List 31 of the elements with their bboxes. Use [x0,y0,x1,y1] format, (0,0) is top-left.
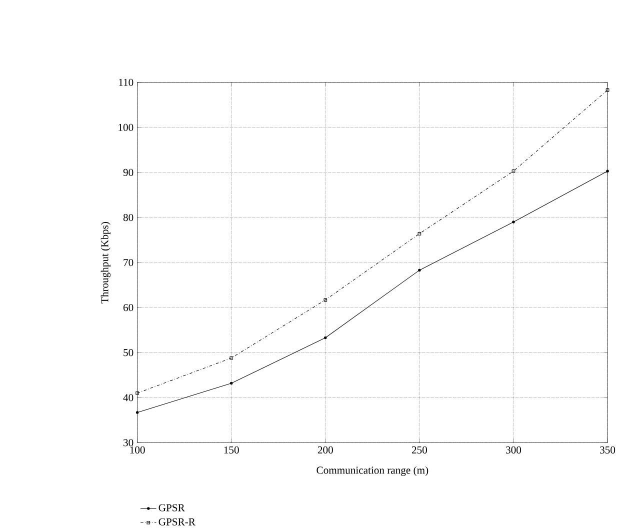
y-tick-label: 110 [119,79,134,86]
point [512,220,515,224]
x-tick-label: 350 [600,446,616,454]
point [136,392,139,395]
x-tick-label: 250 [412,446,427,454]
point [230,382,233,385]
point [606,88,610,92]
point [418,232,422,236]
point [324,336,327,340]
legend-label: GPSR [158,504,185,512]
y-tick-label: 90 [123,169,134,176]
point [606,170,609,173]
y-tick-label: 60 [123,304,134,312]
y-tick-label: 30 [124,439,134,446]
x-tick-label: 200 [318,446,333,454]
y-tick-label: 100 [118,124,134,132]
y-tick-label: 80 [123,214,134,222]
x-axis-title: Communication range (m) [316,466,428,476]
y-tick-label: 40 [123,394,134,402]
y-axis-title: Throughput (Kbps) [100,222,110,304]
point [512,170,516,173]
x-tick-label: 150 [224,446,239,454]
y-tick-label: 50 [124,349,134,356]
legend-label: GPSR-R [158,518,196,526]
point [324,298,328,302]
y-tick-label: 70 [124,259,134,266]
x-tick-label: 100 [130,446,145,454]
x-tick-label: 300 [506,446,522,454]
point [418,269,421,272]
point [230,356,234,360]
point [136,411,139,414]
